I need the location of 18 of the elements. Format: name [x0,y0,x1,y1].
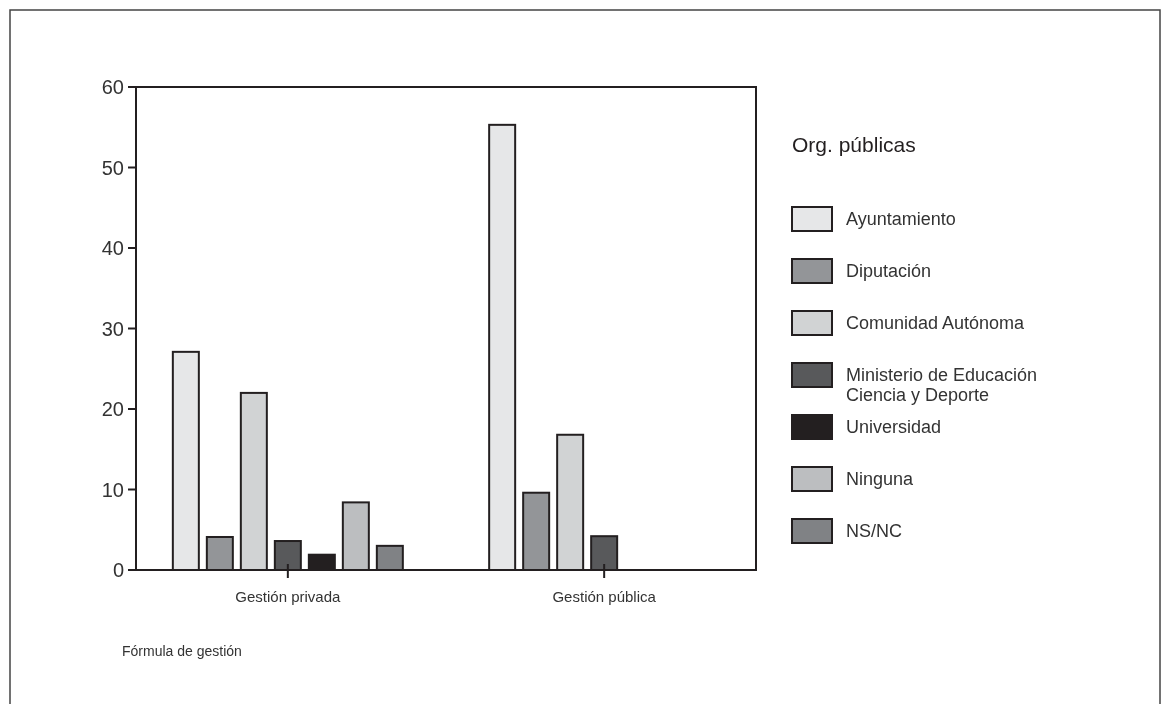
legend-label: NS/NC [846,521,903,541]
x-axis-title: Fórmula de gestión [122,643,242,659]
y-tick-label: 10 [101,478,124,501]
x-tick-label: Gestión pública [552,588,657,605]
legend-label: Universidad [846,417,942,437]
legend-label: Ministerio de Educación Ciencia y Deporte [846,365,1038,405]
legend-label: Comunidad Autónoma [846,313,1026,333]
legend-label: Diputación [846,261,932,281]
x-tick-label: Gestión privada [235,588,342,605]
y-tick-label: 50 [101,156,124,179]
legend-label: Ayuntamiento [846,209,956,229]
y-tick-label: 0 [112,559,124,581]
y-tick-label: 40 [101,237,124,259]
legend-title: Org. públicas [792,133,916,157]
y-tick-label: 60 [101,76,124,98]
legend-label: Ninguna [846,469,915,489]
y-tick-label: 20 [101,398,124,420]
y-tick-label: 30 [101,317,124,340]
